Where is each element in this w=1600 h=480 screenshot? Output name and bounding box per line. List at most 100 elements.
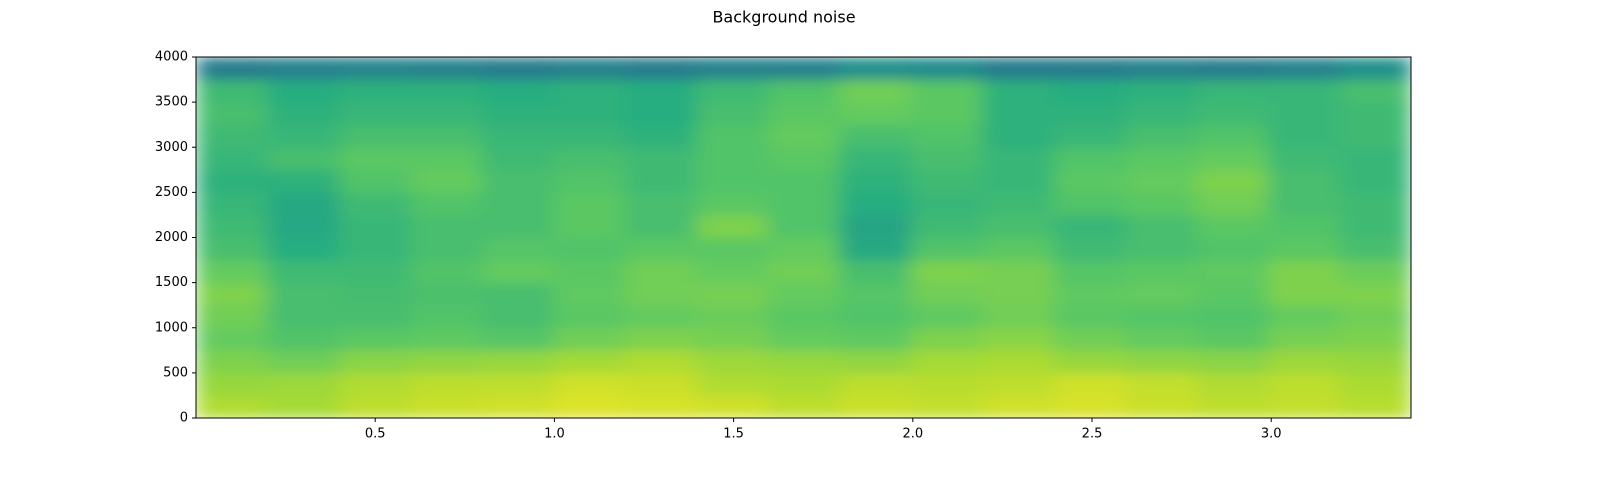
cell: [839, 395, 912, 418]
cell: [910, 305, 983, 329]
cell: [982, 192, 1055, 216]
cell: [338, 282, 411, 306]
cell: [767, 57, 840, 81]
cell: [338, 214, 411, 238]
cell: [696, 350, 769, 374]
cell: [1053, 57, 1126, 81]
cell: [910, 102, 983, 126]
cell: [553, 79, 626, 103]
cell: [196, 147, 268, 171]
cell: [982, 282, 1055, 306]
cell: [410, 395, 483, 418]
cell: [1268, 372, 1341, 396]
cell: [839, 147, 912, 171]
cell: [624, 372, 697, 396]
cell: [696, 124, 769, 148]
cell: [1196, 79, 1269, 103]
y-tick-label: 2000: [155, 230, 188, 245]
cell: [1053, 372, 1126, 396]
cell: [1268, 124, 1341, 148]
cell: [910, 214, 983, 238]
cell: [1125, 79, 1198, 103]
cell: [910, 192, 983, 216]
cell: [1196, 372, 1269, 396]
cell: [1196, 260, 1269, 284]
cell: [553, 124, 626, 148]
cell: [767, 327, 840, 351]
cell: [982, 395, 1055, 418]
cell: [839, 192, 912, 216]
cell: [338, 327, 411, 351]
cell: [1125, 372, 1198, 396]
cell: [1268, 305, 1341, 329]
cell: [1125, 395, 1198, 418]
cell: [910, 350, 983, 374]
cell: [338, 102, 411, 126]
cell: [624, 282, 697, 306]
cell: [410, 282, 483, 306]
cell: [839, 102, 912, 126]
cell: [267, 57, 340, 81]
y-tick-label: 3500: [155, 95, 188, 110]
cell: [410, 102, 483, 126]
cell: [767, 282, 840, 306]
cell: [553, 395, 626, 418]
cell: [767, 305, 840, 329]
cell: [481, 102, 554, 126]
cell: [624, 169, 697, 193]
cell: [767, 350, 840, 374]
cell: [338, 169, 411, 193]
cell: [1268, 79, 1341, 103]
cell: [410, 169, 483, 193]
x-tick-label: 1.5: [723, 427, 744, 442]
y-tick-label: 1000: [155, 320, 188, 335]
cell: [196, 327, 268, 351]
cell: [624, 350, 697, 374]
cell: [338, 372, 411, 396]
cell: [1196, 169, 1269, 193]
cell: [910, 372, 983, 396]
cell: [767, 79, 840, 103]
cell: [338, 395, 411, 418]
cell: [1053, 147, 1126, 171]
cell: [1196, 237, 1269, 261]
cell: [1268, 282, 1341, 306]
cell: [553, 57, 626, 81]
cell: [624, 79, 697, 103]
cell: [1339, 192, 1411, 216]
cell: [767, 214, 840, 238]
cell: [1196, 214, 1269, 238]
cell: [839, 124, 912, 148]
cell: [196, 192, 268, 216]
cell: [696, 327, 769, 351]
y-tick-label: 500: [163, 365, 188, 380]
cell: [267, 214, 340, 238]
cell: [1339, 169, 1411, 193]
cell: [1125, 237, 1198, 261]
cell: [1339, 102, 1411, 126]
cell: [696, 192, 769, 216]
cell: [1339, 214, 1411, 238]
cell: [1339, 350, 1411, 374]
cell: [839, 305, 912, 329]
cell: [982, 102, 1055, 126]
cell: [1053, 395, 1126, 418]
cell: [410, 260, 483, 284]
cell: [1196, 395, 1269, 418]
cell: [839, 79, 912, 103]
cell: [1053, 102, 1126, 126]
cell: [553, 169, 626, 193]
cell: [982, 124, 1055, 148]
cell: [1053, 192, 1126, 216]
cell: [481, 214, 554, 238]
cell: [481, 192, 554, 216]
cell: [410, 350, 483, 374]
cell: [910, 237, 983, 261]
cell: [839, 237, 912, 261]
cell: [267, 395, 340, 418]
cell: [1268, 350, 1341, 374]
cell: [196, 102, 268, 126]
cell: [910, 260, 983, 284]
cell: [624, 192, 697, 216]
